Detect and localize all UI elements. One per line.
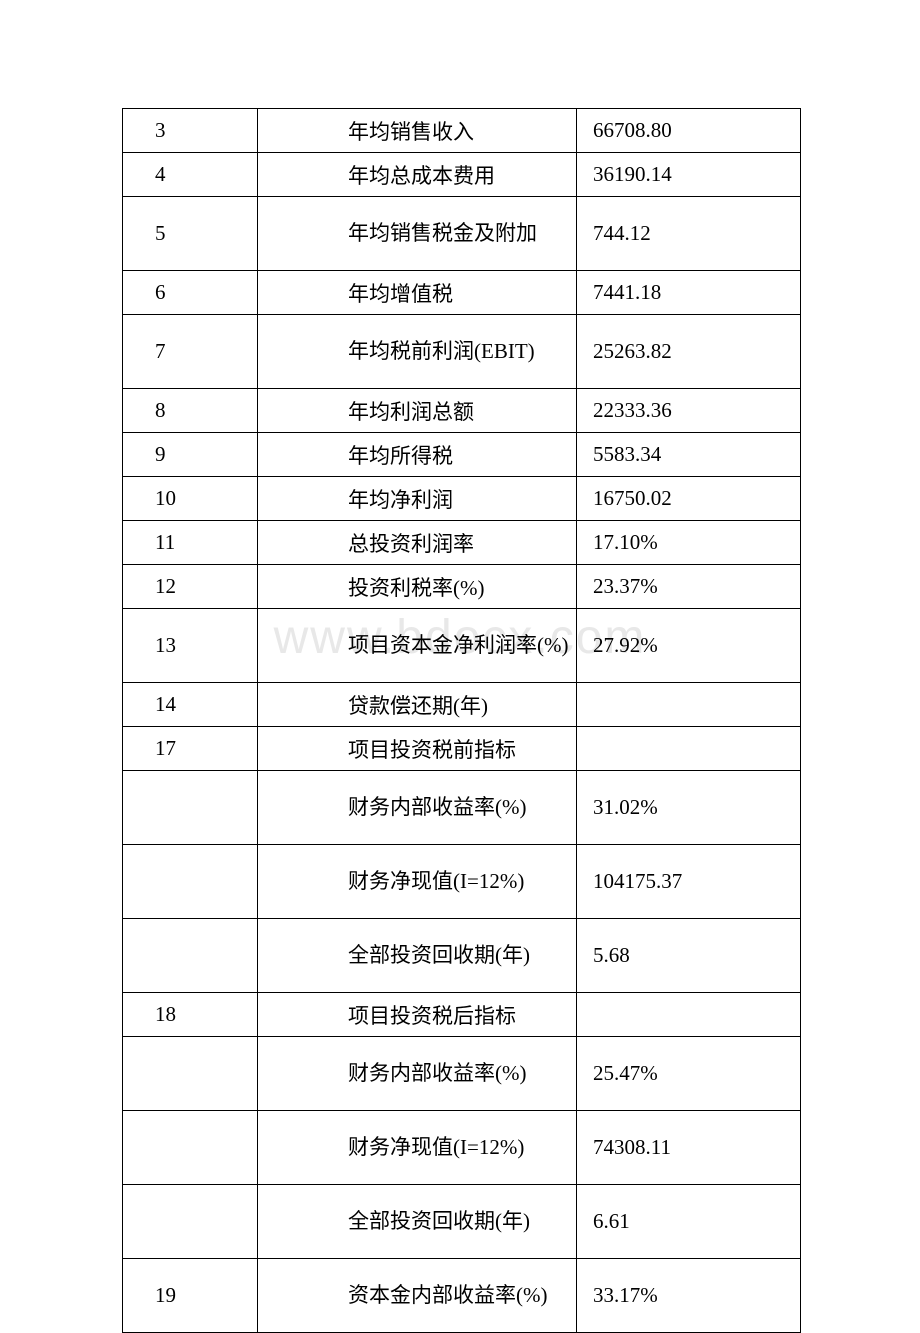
indicator-label-cell: 年均税前利润(EBIT) bbox=[258, 315, 577, 389]
indicator-label-cell: 投资利税率(%) bbox=[258, 565, 577, 609]
row-number-cell: 11 bbox=[123, 521, 258, 565]
indicator-value-cell: 25.47% bbox=[577, 1037, 801, 1111]
indicator-value-cell bbox=[577, 727, 801, 771]
table-row: 9年均所得税5583.34 bbox=[123, 433, 801, 477]
row-number-cell: 4 bbox=[123, 153, 258, 197]
indicator-value-cell: 74308.11 bbox=[577, 1111, 801, 1185]
table-row: 12投资利税率(%)23.37% bbox=[123, 565, 801, 609]
row-number-cell: 5 bbox=[123, 197, 258, 271]
table-row: 6年均增值税7441.18 bbox=[123, 271, 801, 315]
table-row: 18项目投资税后指标 bbox=[123, 993, 801, 1037]
indicator-value-cell: 27.92% bbox=[577, 609, 801, 683]
indicator-value-cell: 25263.82 bbox=[577, 315, 801, 389]
table-row: 7年均税前利润(EBIT)25263.82 bbox=[123, 315, 801, 389]
row-number-cell bbox=[123, 845, 258, 919]
indicator-label-cell: 全部投资回收期(年) bbox=[258, 919, 577, 993]
row-number-cell: 18 bbox=[123, 993, 258, 1037]
row-number-cell: 19 bbox=[123, 1259, 258, 1333]
indicator-value-cell: 7441.18 bbox=[577, 271, 801, 315]
indicator-label-cell: 全部投资回收期(年) bbox=[258, 1185, 577, 1259]
indicator-label-cell: 财务内部收益率(%) bbox=[258, 771, 577, 845]
row-number-cell: 3 bbox=[123, 109, 258, 153]
indicator-value-cell: 16750.02 bbox=[577, 477, 801, 521]
table-row: 4年均总成本费用36190.14 bbox=[123, 153, 801, 197]
indicator-label-cell: 年均利润总额 bbox=[258, 389, 577, 433]
financial-table-container: 3年均销售收入66708.804年均总成本费用36190.145年均销售税金及附… bbox=[122, 108, 800, 1333]
table-row: 财务净现值(I=12%)104175.37 bbox=[123, 845, 801, 919]
indicator-value-cell: 5583.34 bbox=[577, 433, 801, 477]
table-row: 8年均利润总额22333.36 bbox=[123, 389, 801, 433]
row-number-cell: 13 bbox=[123, 609, 258, 683]
indicator-value-cell bbox=[577, 683, 801, 727]
row-number-cell: 12 bbox=[123, 565, 258, 609]
indicator-label-cell: 贷款偿还期(年) bbox=[258, 683, 577, 727]
table-row: 3年均销售收入66708.80 bbox=[123, 109, 801, 153]
table-row: 11总投资利润率17.10% bbox=[123, 521, 801, 565]
indicator-value-cell: 31.02% bbox=[577, 771, 801, 845]
indicator-label-cell: 年均销售税金及附加 bbox=[258, 197, 577, 271]
financial-indicators-table: 3年均销售收入66708.804年均总成本费用36190.145年均销售税金及附… bbox=[122, 108, 801, 1333]
indicator-value-cell: 23.37% bbox=[577, 565, 801, 609]
indicator-label-cell: 年均增值税 bbox=[258, 271, 577, 315]
table-row: 全部投资回收期(年)6.61 bbox=[123, 1185, 801, 1259]
indicator-label-cell: 年均销售收入 bbox=[258, 109, 577, 153]
table-row: 5年均销售税金及附加744.12 bbox=[123, 197, 801, 271]
indicator-value-cell bbox=[577, 993, 801, 1037]
row-number-cell bbox=[123, 771, 258, 845]
row-number-cell: 9 bbox=[123, 433, 258, 477]
indicator-value-cell: 36190.14 bbox=[577, 153, 801, 197]
table-row: 19资本金内部收益率(%)33.17% bbox=[123, 1259, 801, 1333]
table-row: 17项目投资税前指标 bbox=[123, 727, 801, 771]
table-row: 10年均净利润16750.02 bbox=[123, 477, 801, 521]
indicator-label-cell: 总投资利润率 bbox=[258, 521, 577, 565]
row-number-cell: 14 bbox=[123, 683, 258, 727]
indicator-label-cell: 财务净现值(I=12%) bbox=[258, 1111, 577, 1185]
row-number-cell: 17 bbox=[123, 727, 258, 771]
indicator-value-cell: 22333.36 bbox=[577, 389, 801, 433]
indicator-label-cell: 项目投资税前指标 bbox=[258, 727, 577, 771]
table-row: 财务内部收益率(%)31.02% bbox=[123, 771, 801, 845]
indicator-label-cell: 财务净现值(I=12%) bbox=[258, 845, 577, 919]
row-number-cell bbox=[123, 919, 258, 993]
table-row: 财务净现值(I=12%)74308.11 bbox=[123, 1111, 801, 1185]
row-number-cell: 8 bbox=[123, 389, 258, 433]
row-number-cell bbox=[123, 1037, 258, 1111]
indicator-label-cell: 年均总成本费用 bbox=[258, 153, 577, 197]
indicator-value-cell: 6.61 bbox=[577, 1185, 801, 1259]
indicator-label-cell: 项目投资税后指标 bbox=[258, 993, 577, 1037]
row-number-cell: 7 bbox=[123, 315, 258, 389]
indicator-label-cell: 项目资本金净利润率(%) bbox=[258, 609, 577, 683]
indicator-value-cell: 744.12 bbox=[577, 197, 801, 271]
table-row: 财务内部收益率(%)25.47% bbox=[123, 1037, 801, 1111]
row-number-cell bbox=[123, 1111, 258, 1185]
indicator-value-cell: 5.68 bbox=[577, 919, 801, 993]
indicator-label-cell: 资本金内部收益率(%) bbox=[258, 1259, 577, 1333]
indicator-label-cell: 财务内部收益率(%) bbox=[258, 1037, 577, 1111]
indicator-value-cell: 66708.80 bbox=[577, 109, 801, 153]
indicator-value-cell: 104175.37 bbox=[577, 845, 801, 919]
indicator-value-cell: 33.17% bbox=[577, 1259, 801, 1333]
indicator-label-cell: 年均所得税 bbox=[258, 433, 577, 477]
indicator-label-cell: 年均净利润 bbox=[258, 477, 577, 521]
table-body: 3年均销售收入66708.804年均总成本费用36190.145年均销售税金及附… bbox=[123, 109, 801, 1333]
table-row: 14贷款偿还期(年) bbox=[123, 683, 801, 727]
indicator-value-cell: 17.10% bbox=[577, 521, 801, 565]
table-row: 全部投资回收期(年)5.68 bbox=[123, 919, 801, 993]
row-number-cell bbox=[123, 1185, 258, 1259]
row-number-cell: 10 bbox=[123, 477, 258, 521]
row-number-cell: 6 bbox=[123, 271, 258, 315]
table-row: 13项目资本金净利润率(%)27.92% bbox=[123, 609, 801, 683]
